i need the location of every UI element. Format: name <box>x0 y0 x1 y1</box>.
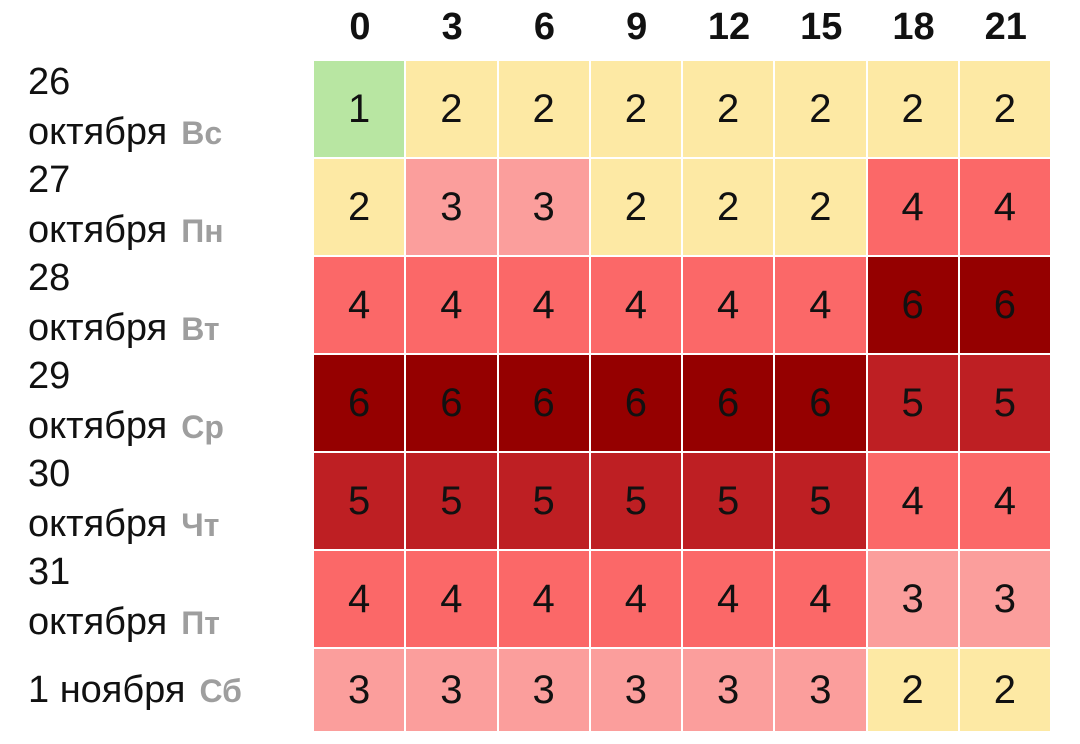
heatmap-cell: 2 <box>775 61 868 159</box>
hour-label: 9 <box>626 6 648 48</box>
heatmap-cell: 4 <box>498 257 591 355</box>
heatmap-cell: 3 <box>406 649 499 733</box>
heatmap-cell: 2 <box>867 61 960 159</box>
heatmap-cell: 1 <box>314 61 407 159</box>
heatmap-cell: 4 <box>406 551 499 649</box>
heatmap-cell: 5 <box>775 453 868 551</box>
heatmap-cell: 4 <box>959 159 1052 257</box>
heatmap-cell: 6 <box>959 257 1052 355</box>
row-weekday: Ср <box>181 409 224 445</box>
heatmap-cell: 2 <box>314 159 407 257</box>
heatmap-cell: 6 <box>590 355 683 453</box>
row-date: 1 ноября <box>28 669 186 711</box>
row-label: 28 октября Вт <box>28 253 308 354</box>
heatmap-cell: 3 <box>775 649 868 733</box>
heatmap-cell: 3 <box>683 649 776 733</box>
heatmap-cell: 2 <box>683 61 776 159</box>
heatmap-cell: 2 <box>775 159 868 257</box>
heatmap-cell: 2 <box>590 61 683 159</box>
heatmap-cell: 5 <box>683 453 776 551</box>
heatmap-cell: 4 <box>498 551 591 649</box>
row-label: 1 ноября Сб <box>28 665 308 716</box>
row-weekday: Вт <box>181 311 220 347</box>
heatmap-cell: 3 <box>314 649 407 733</box>
heatmap-cell: 4 <box>959 453 1052 551</box>
heatmap-cell: 4 <box>683 257 776 355</box>
hour-label: 6 <box>533 6 556 48</box>
heatmap-cell: 4 <box>590 257 683 355</box>
heatmap-cell: 3 <box>959 551 1052 649</box>
heatmap-cell: 5 <box>959 355 1052 453</box>
heatmap-cell: 2 <box>590 159 683 257</box>
row-date: 31 октября <box>28 551 168 643</box>
row-date: 27 октября <box>28 159 168 251</box>
heatmap-cell: 4 <box>314 551 407 649</box>
hour-label: 21 <box>984 6 1027 48</box>
hour-label: 15 <box>800 6 843 48</box>
row-weekday: Сб <box>199 673 242 709</box>
row-weekday: Пт <box>181 605 220 641</box>
heatmap-cell: 6 <box>498 355 591 453</box>
heatmap-cell: 2 <box>498 61 591 159</box>
row-weekday: Чт <box>181 507 220 543</box>
heatmap-cell: 3 <box>498 649 591 733</box>
row-weekday: Вс <box>181 115 223 151</box>
row-label: 29 октября Ср <box>28 351 308 452</box>
heatmap-cell: 4 <box>775 551 868 649</box>
heatmap-cell: 4 <box>590 551 683 649</box>
heatmap-cell: 4 <box>683 551 776 649</box>
heatmap-cell: 6 <box>406 355 499 453</box>
row-date: 28 октября <box>28 257 168 349</box>
heatmap-cell: 4 <box>775 257 868 355</box>
heatmap-cell: 6 <box>867 257 960 355</box>
hour-label: 0 <box>349 6 371 48</box>
heatmap-cell: 3 <box>406 159 499 257</box>
hour-label: 12 <box>707 6 751 48</box>
heatmap-cell: 4 <box>314 257 407 355</box>
heatmap-cell: 5 <box>406 453 499 551</box>
row-label: 27 октября Пн <box>28 155 308 256</box>
heatmap-cell: 3 <box>867 551 960 649</box>
heatmap-cell: 2 <box>959 649 1052 733</box>
heatmap-cell: 5 <box>314 453 407 551</box>
row-date: 29 октября <box>28 355 168 447</box>
row-date: 30 октября <box>28 453 168 545</box>
heatmap-cell: 5 <box>590 453 683 551</box>
row-weekday: Пн <box>181 213 224 249</box>
heatmap-cell: 5 <box>498 453 591 551</box>
heatmap-cell: 2 <box>683 159 776 257</box>
heatmap-cell: 4 <box>867 453 960 551</box>
row-label: 30 октября Чт <box>28 449 308 550</box>
hour-label: 18 <box>892 6 935 48</box>
heatmap-cell: 3 <box>590 649 683 733</box>
heatmap-cell: 6 <box>314 355 407 453</box>
heatmap-cell: 4 <box>867 159 960 257</box>
heatmap-cell: 6 <box>775 355 868 453</box>
heatmap-cell: 2 <box>406 61 499 159</box>
heatmap-cell: 2 <box>867 649 960 733</box>
row-label: 26 октября Вс <box>28 57 308 158</box>
hour-label: 3 <box>441 6 463 48</box>
heatmap-cell: 6 <box>683 355 776 453</box>
row-date: 26 октября <box>28 61 168 153</box>
heatmap-cell: 3 <box>498 159 591 257</box>
heatmap-cell: 2 <box>959 61 1052 159</box>
heatmap-cell: 5 <box>867 355 960 453</box>
heatmap-cell: 4 <box>406 257 499 355</box>
row-label: 31 октября Пт <box>28 547 308 648</box>
